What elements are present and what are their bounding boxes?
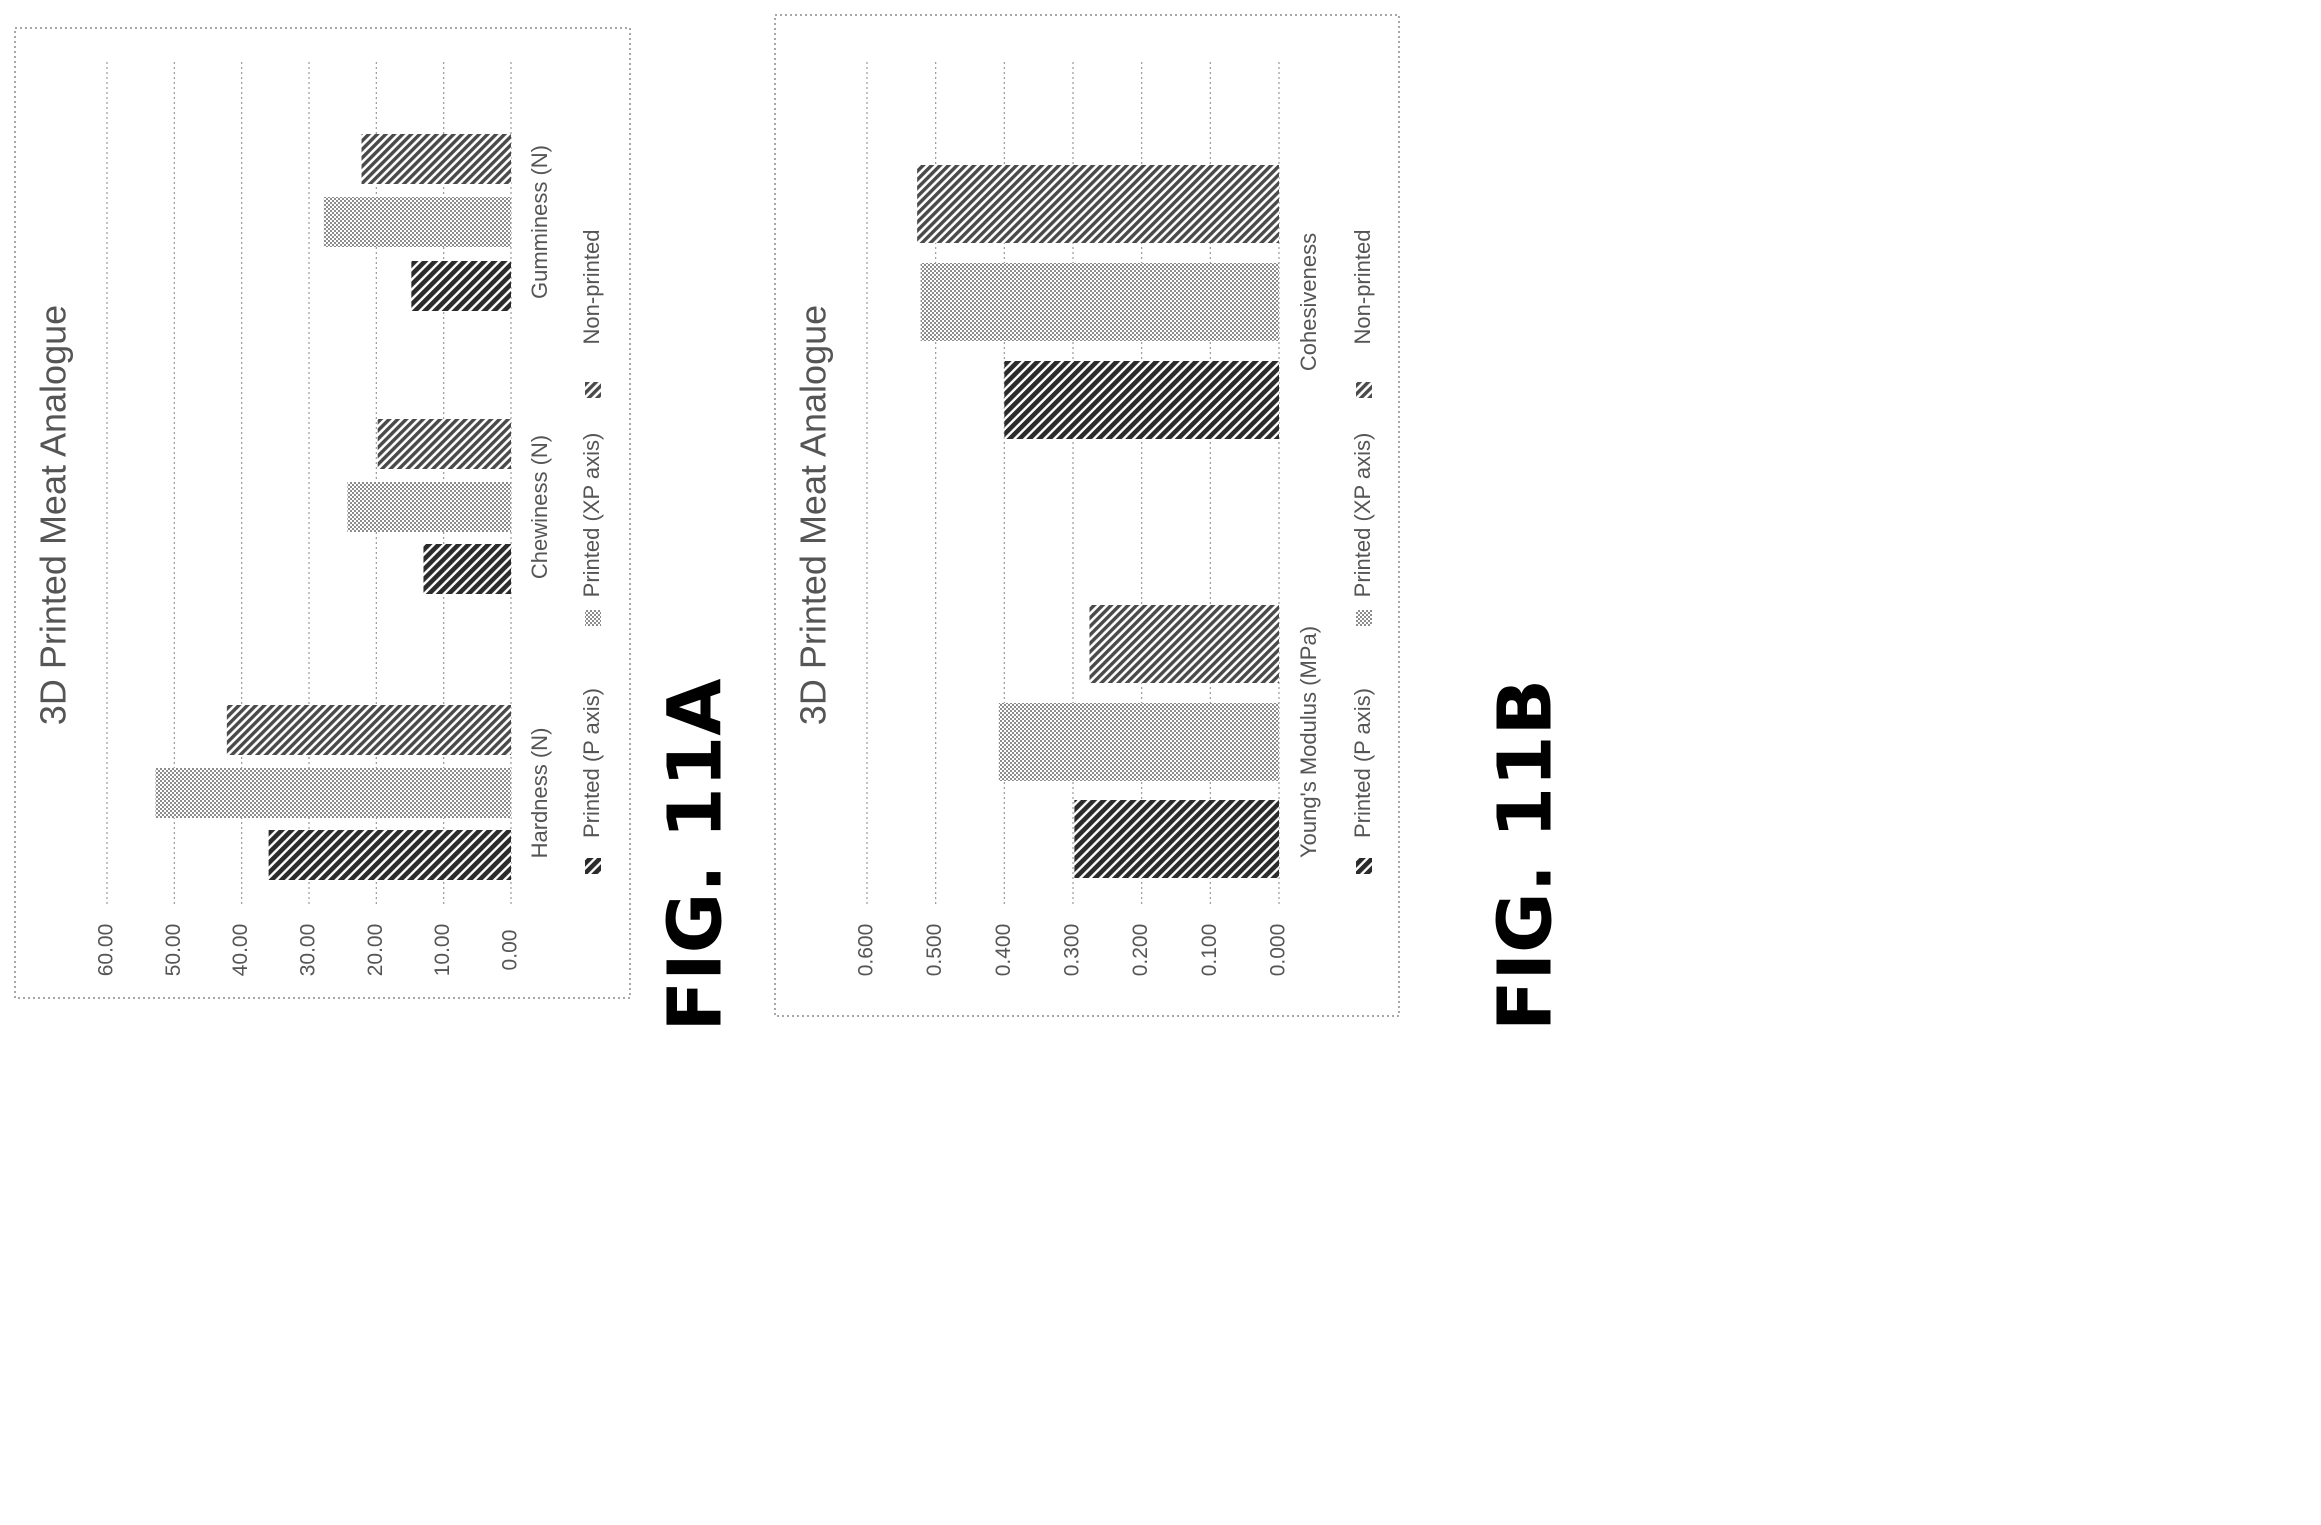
legend-entry: Printed (P axis) bbox=[1350, 688, 1375, 838]
x-category-label: Cohesiveness bbox=[1296, 233, 1321, 371]
legend-swatch bbox=[1356, 382, 1372, 398]
bar-printed-p-axis--2 bbox=[423, 544, 511, 594]
x-category-label: Chewiness (N) bbox=[527, 435, 552, 579]
legend-swatch bbox=[585, 382, 601, 398]
chart-frame bbox=[774, 14, 1400, 1017]
y-tick-label: 0.300 bbox=[1061, 924, 1084, 977]
chart-title: 3D Printed Meat Analogue bbox=[33, 305, 74, 725]
legend-swatch bbox=[1356, 858, 1372, 874]
bar-printed-xp-axis--3 bbox=[323, 197, 511, 247]
chart-title: 3D Printed Meat Analogue bbox=[793, 305, 834, 725]
legend-entry: Printed (XP axis) bbox=[579, 433, 604, 598]
bar-non-printed-2 bbox=[917, 165, 1279, 243]
legend-entry: Non-printed bbox=[579, 230, 604, 345]
figure-label: FIG. 11A bbox=[653, 679, 739, 1032]
y-tick-label: 0.600 bbox=[855, 924, 878, 977]
bar-printed-p-axis--1 bbox=[1074, 800, 1279, 878]
legend-swatch bbox=[585, 610, 601, 626]
y-tick-label: 40.00 bbox=[229, 924, 252, 977]
x-category-label: Young's Modulus (MPa) bbox=[1296, 626, 1321, 858]
chart-1: 0.00 10.00 20.00 30.00 40.00 50.00 60.00 Hardne… bbox=[14, 27, 739, 1032]
bar-printed-p-axis--2 bbox=[1004, 361, 1279, 439]
bar-non-printed-3 bbox=[361, 134, 511, 184]
bar-printed-xp-axis--2 bbox=[920, 263, 1279, 341]
figure-label: FIG. 11B bbox=[1483, 679, 1569, 1031]
legend-entry: Printed (P axis) bbox=[579, 688, 604, 838]
bar-printed-xp-axis--1 bbox=[155, 768, 512, 818]
y-tick-label: 0.00 bbox=[499, 930, 522, 971]
legend-swatch bbox=[1356, 610, 1372, 626]
legend-swatch bbox=[585, 858, 601, 874]
y-tick-label: 50.00 bbox=[162, 924, 185, 977]
y-tick-label: 0.200 bbox=[1129, 924, 1152, 977]
y-tick-label: 60.00 bbox=[95, 924, 118, 977]
bar-printed-p-axis--3 bbox=[411, 261, 511, 311]
y-tick-label: 20.00 bbox=[364, 924, 387, 977]
bar-non-printed-2 bbox=[377, 419, 511, 469]
bar-printed-p-axis--1 bbox=[268, 830, 511, 880]
y-tick-label: 0.400 bbox=[992, 924, 1015, 977]
chart-2: 0.000 0.100 0.200 0.300 0.400 0.500 0.600 Young… bbox=[774, 14, 1569, 1031]
y-tick-label: 0.000 bbox=[1267, 924, 1290, 977]
y-tick-label: 30.00 bbox=[297, 924, 320, 977]
y-tick-label: 10.00 bbox=[431, 924, 454, 977]
bar-printed-xp-axis--1 bbox=[998, 703, 1279, 781]
legend-entry: Printed (XP axis) bbox=[1350, 433, 1375, 598]
x-category-label: Hardness (N) bbox=[527, 728, 552, 859]
chart-frame bbox=[14, 27, 631, 999]
y-tick-label: 0.500 bbox=[923, 924, 946, 977]
bar-non-printed-1 bbox=[226, 705, 511, 755]
y-tick-label: 0.100 bbox=[1198, 924, 1221, 977]
bar-non-printed-1 bbox=[1089, 605, 1279, 683]
x-category-label: Gumminess (N) bbox=[527, 145, 552, 299]
legend-entry: Non-printed bbox=[1350, 230, 1375, 345]
bar-printed-xp-axis--2 bbox=[347, 482, 511, 532]
